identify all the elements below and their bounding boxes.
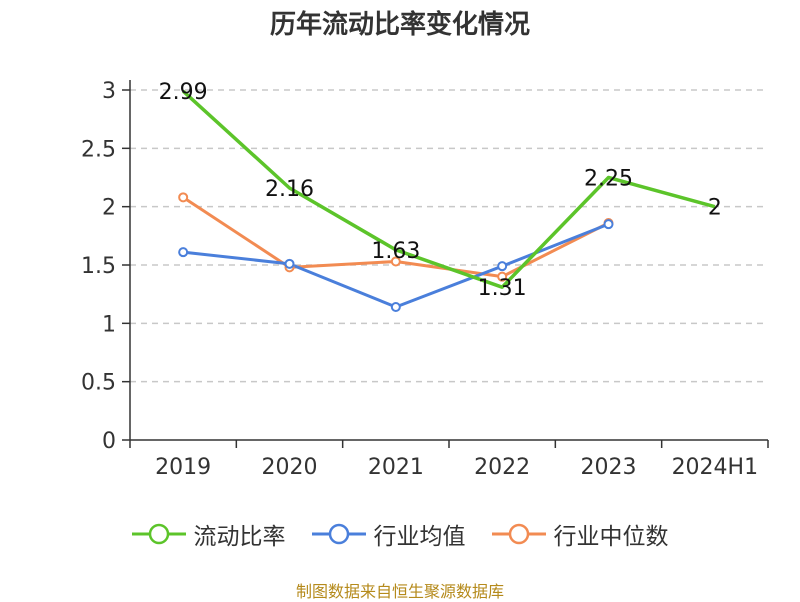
legend-line-icon: [311, 523, 366, 545]
data-point: [390, 302, 401, 312]
series-line: [181, 89, 716, 289]
data-label: 2.99: [159, 80, 208, 105]
x-tick-label: 2024H1: [672, 455, 759, 480]
gridlines: [130, 89, 768, 383]
y-tick-label: 3: [102, 79, 116, 104]
legend-icon-marker: [328, 523, 349, 545]
legend-item-industry-median[interactable]: 行业中位数: [491, 517, 669, 551]
chart-title: 历年流动比率变化情况: [269, 10, 530, 40]
data-point: [390, 256, 401, 267]
legend-item-industry-mean[interactable]: 行业均值: [311, 517, 466, 551]
legend-label: 行业中位数: [553, 524, 669, 550]
data-label: 1.63: [371, 239, 420, 264]
legend-line-icon: [131, 523, 186, 545]
data-labels: 2.99 2.16 1.63 1.31 2.25 2: [159, 80, 722, 301]
y-tick-label: 0.5: [81, 371, 116, 396]
data-point: [603, 219, 614, 230]
data-label: 2.16: [265, 177, 314, 202]
y-tick-label: 1.5: [81, 254, 116, 279]
x-tick-label: 2020: [262, 455, 318, 480]
y-tick-label: 2: [102, 196, 116, 221]
series-lines: [178, 89, 716, 312]
data-label: 2.25: [584, 167, 633, 192]
legend-icon-marker: [508, 523, 529, 545]
source-note: 制图数据来自恒生聚源数据库: [295, 582, 504, 601]
legend-icon-marker: [148, 523, 169, 545]
legend-item-current-ratio[interactable]: 流动比率: [131, 517, 286, 551]
data-point: [284, 258, 295, 269]
legend: 流动比率 行业均值 行业中位数: [0, 517, 800, 551]
data-point: [497, 261, 508, 272]
x-tick-label: 2023: [581, 455, 637, 480]
y-tick-label: 1: [102, 312, 116, 337]
axes: 0 0.5 1 1.5 2 2.5 3 2019 2020 2021 2022 2023 2024H1: [81, 79, 769, 480]
y-tick-label: 2.5: [81, 137, 116, 162]
data-label: 2: [708, 196, 722, 221]
data-point: [178, 247, 189, 258]
x-tick-label: 2019: [155, 455, 211, 480]
data-point: [178, 192, 189, 203]
legend-line-icon: [491, 523, 546, 545]
legend-label: 行业均值: [373, 524, 466, 550]
data-label: 1.31: [478, 276, 527, 301]
y-tick-label: 0: [102, 429, 116, 454]
x-tick-label: 2022: [474, 455, 530, 480]
x-tick-label: 2021: [368, 455, 424, 480]
data-point: [497, 271, 508, 282]
legend-label: 流动比率: [193, 524, 286, 550]
